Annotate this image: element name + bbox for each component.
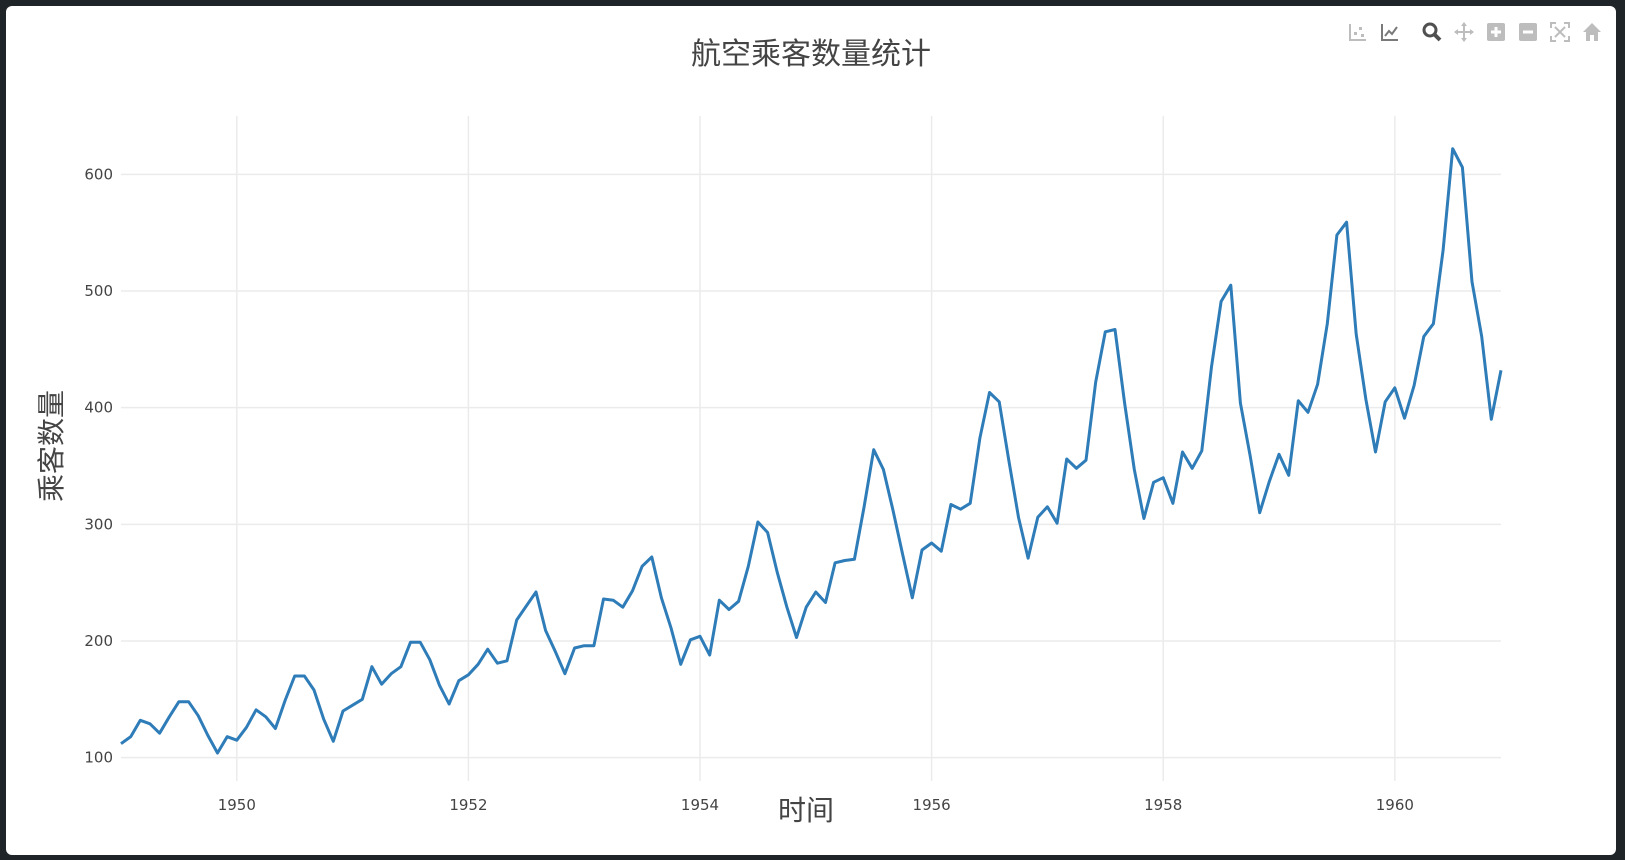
- chart-title: 航空乘客数量统计: [691, 37, 931, 72]
- reset-axes-button[interactable]: [1576, 18, 1608, 46]
- x-tick-label: 1950: [218, 796, 256, 814]
- x-tick-label: 1954: [681, 796, 719, 814]
- x-tick-label: 1960: [1376, 796, 1414, 814]
- closest-hover-icon: [1381, 24, 1398, 41]
- zoom-button[interactable]: [1416, 18, 1448, 46]
- x-tick-label: 1952: [449, 796, 487, 814]
- y-tick-label: 300: [84, 515, 113, 533]
- y-tick-label: 600: [84, 165, 113, 183]
- zoom-in-icon: [1487, 23, 1505, 41]
- pan-button[interactable]: [1448, 18, 1480, 46]
- home-icon: [1583, 23, 1601, 41]
- autoscale-button[interactable]: [1544, 18, 1576, 46]
- line-chart[interactable]: 1950 1952 1954 1956 1958 1960 100 200 300 400 500…: [6, 6, 1616, 855]
- plot-area[interactable]: [117, 145, 1505, 757]
- y-tick-label: 500: [84, 282, 113, 300]
- compare-hover-button[interactable]: [1342, 18, 1374, 46]
- y-tick-labels: 100 200 300 400 500 600: [84, 165, 113, 766]
- zoom-in-button[interactable]: [1480, 18, 1512, 46]
- pan-icon: [1454, 22, 1474, 42]
- y-gridlines: [121, 173, 1501, 759]
- chart-container: 1950 1952 1954 1956 1958 1960 100 200 300 400 500…: [6, 6, 1616, 855]
- x-tick-label: 1956: [913, 796, 951, 814]
- y-tick-label: 200: [84, 632, 113, 650]
- series-line[interactable]: [120, 147, 1503, 755]
- autoscale-icon: [1550, 22, 1570, 42]
- y-tick-label: 100: [84, 749, 113, 767]
- x-gridlines: [236, 116, 1396, 781]
- x-tick-label: 1958: [1144, 796, 1182, 814]
- closest-hover-button[interactable]: [1374, 18, 1406, 46]
- zoom-icon: [1422, 22, 1442, 42]
- y-axis-title: 乘客数量: [35, 390, 68, 502]
- zoom-out-button[interactable]: [1512, 18, 1544, 46]
- x-tick-labels: 1950 1952 1954 1956 1958 1960: [218, 796, 1414, 814]
- zoom-out-icon: [1519, 23, 1537, 41]
- y-tick-label: 400: [84, 399, 113, 417]
- chart-toolbar: [1342, 18, 1608, 46]
- x-axis-title: 时间: [778, 794, 834, 827]
- compare-hover-icon: [1349, 24, 1366, 41]
